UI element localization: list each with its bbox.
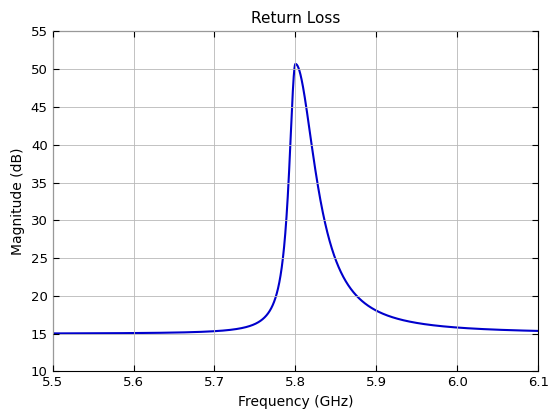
Title: Return Loss: Return Loss [251,11,340,26]
X-axis label: Frequency (GHz): Frequency (GHz) [237,395,353,409]
Y-axis label: Magnitude (dB): Magnitude (dB) [11,148,25,255]
